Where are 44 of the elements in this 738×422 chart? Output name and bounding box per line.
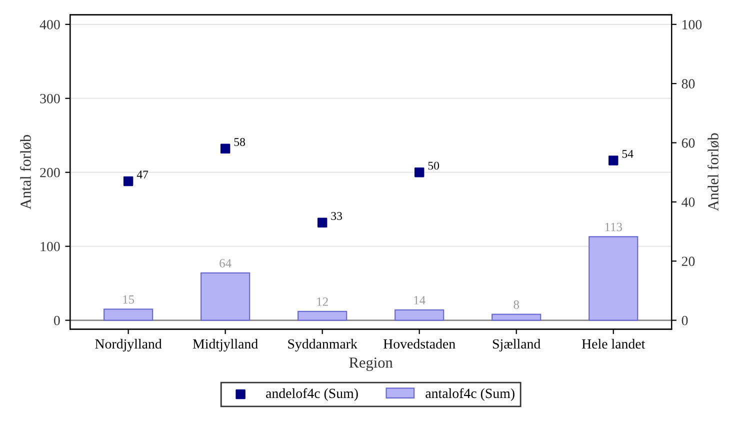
- x-tick-label: Hovedstaden: [383, 338, 456, 349]
- y-tick-label: 0: [54, 316, 60, 326]
- data-label: 64: [220, 259, 232, 268]
- legend-label: antalof4c (Sum): [426, 388, 514, 401]
- y2-tick-label: 40: [682, 198, 695, 207]
- bar: [104, 308, 154, 321]
- bar: [298, 310, 348, 321]
- data-label: 15: [123, 295, 134, 304]
- data-label: 33: [331, 212, 342, 220]
- y2-tick-label: 20: [682, 256, 695, 266]
- data-label: 12: [317, 298, 328, 306]
- x-tick-label: Nordjylland: [95, 338, 162, 352]
- x-tick-label: Midtjylland: [192, 338, 258, 352]
- x-axis-title: Region: [349, 358, 393, 371]
- y-tick-label: 100: [40, 242, 60, 252]
- bar: [588, 236, 638, 321]
- y2-tick-label: 0: [682, 316, 688, 326]
- data-label: 8: [514, 300, 520, 309]
- y2-tick-label: 80: [682, 79, 695, 89]
- data-label: 58: [234, 138, 246, 146]
- point: [220, 144, 230, 154]
- point: [123, 176, 134, 186]
- data-label: 47: [136, 170, 148, 178]
- data-label: 113: [605, 222, 622, 232]
- x-tick-label: Sjælland: [492, 338, 540, 352]
- y2-tick-label: 60: [682, 138, 695, 148]
- point: [608, 156, 618, 166]
- legend-label: andelof4c (Sum): [266, 388, 358, 401]
- data-label: 14: [414, 296, 426, 304]
- data-label: 54: [622, 150, 634, 158]
- point: [317, 218, 328, 228]
- x-tick-label: Syddanmark: [288, 338, 358, 352]
- data-label: 50: [428, 162, 440, 170]
- bar: [492, 314, 542, 321]
- y2-axis-title: Andel forløb: [708, 133, 719, 212]
- x-tick-label: Hele landet: [582, 338, 646, 349]
- y-axis-title: Antal forløb: [20, 135, 32, 210]
- y-tick-label: 300: [40, 94, 60, 104]
- y-tick-label: 200: [40, 168, 60, 178]
- bar: [200, 272, 250, 321]
- bar: [394, 309, 444, 321]
- y2-tick-label: 100: [682, 20, 702, 30]
- y-tick-label: 400: [40, 20, 60, 30]
- point: [414, 167, 424, 178]
